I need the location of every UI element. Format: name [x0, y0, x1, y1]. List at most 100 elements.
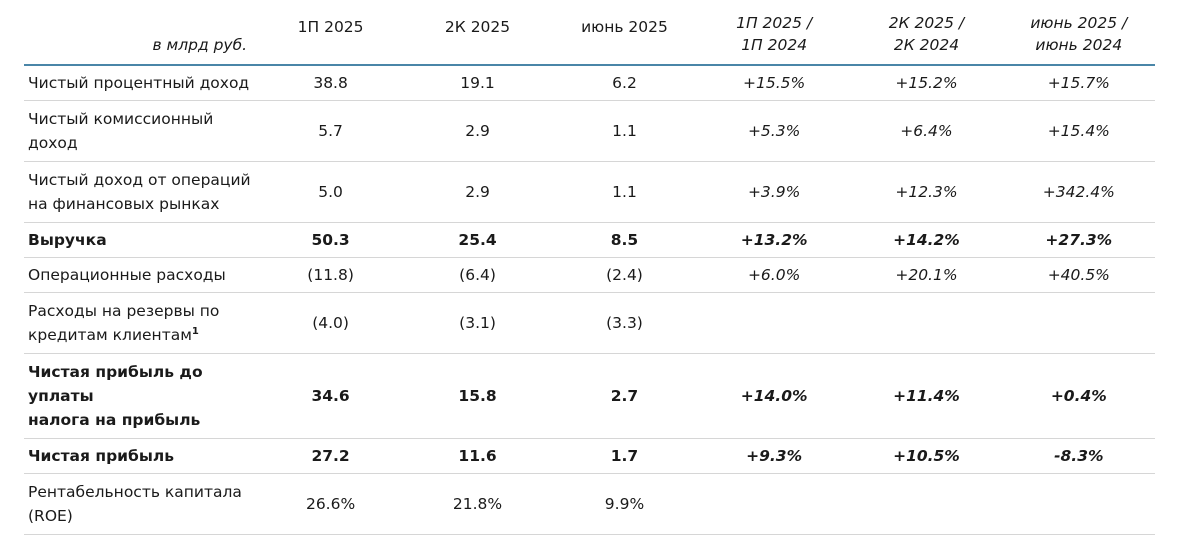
table-row: Расходы на резервы по кредитам клиентам1 … [24, 292, 1155, 354]
table-row-pretax-profit: Чистая прибыль до уплаты налога на прибыл… [24, 353, 1155, 439]
cell-change: +0.4% [1002, 353, 1155, 439]
cell-change [850, 473, 1003, 535]
financial-results-table: в млрд руб. 1П 2025 2К 2025 июнь 2025 1П… [24, 10, 1155, 535]
cell-value: 26.6% [257, 473, 405, 535]
row-label: Чистая прибыль [24, 438, 258, 474]
table-row-revenue: Выручка 50.3 25.4 8.5 +13.2% +14.2% +27.… [24, 222, 1155, 258]
cell-value: 5.0 [257, 161, 405, 223]
cell-change: +40.5% [1002, 257, 1155, 293]
cell-value: 2.7 [551, 353, 698, 439]
cell-value: (6.4) [404, 257, 552, 293]
row-label: Рентабельность капитала (ROE) [24, 473, 258, 535]
column-header-q2-change: 2К 2025 / 2К 2024 [850, 10, 1003, 66]
cell-change: -8.3% [1002, 438, 1155, 474]
cell-change: +6.4% [850, 100, 1003, 162]
cell-value: 38.8 [257, 65, 405, 101]
column-header-h1-change: 1П 2025 / 1П 2024 [697, 10, 851, 66]
column-header-line: июнь 2025 / [1030, 14, 1128, 32]
row-label-text: кредитам клиентам [28, 326, 192, 344]
row-label: Чистый комиссионный доход [24, 100, 258, 162]
row-label-text: доход [28, 134, 78, 152]
row-label-text: Чистая прибыль [28, 447, 175, 465]
row-label: Выручка [24, 222, 258, 258]
cell-value: 1.1 [551, 161, 698, 223]
cell-value: 2.9 [404, 100, 552, 162]
cell-change: +14.0% [697, 353, 851, 439]
row-label-text: на финансовых рынках [28, 195, 220, 213]
cell-change: +27.3% [1002, 222, 1155, 258]
cell-change: +15.4% [1002, 100, 1155, 162]
cell-change: +3.9% [697, 161, 851, 223]
row-label: Чистый доход от операций на финансовых ры… [24, 161, 258, 223]
cell-value: 50.3 [257, 222, 405, 258]
cell-value: 9.9% [551, 473, 698, 535]
cell-value: 34.6 [257, 353, 405, 439]
cell-change: +15.5% [697, 65, 851, 101]
column-header-june-change: июнь 2025 / июнь 2024 [1002, 10, 1155, 66]
column-header-line: 1П 2025 / [736, 14, 813, 32]
table-row: Чистый доход от операций на финансовых ры… [24, 161, 1155, 223]
cell-change: +10.5% [850, 438, 1003, 474]
row-label-text: (ROE) [28, 507, 73, 525]
column-header-line: 1П 2024 [741, 36, 808, 54]
cell-value: 2.9 [404, 161, 552, 223]
cell-value: 15.8 [404, 353, 552, 439]
cell-value: 21.8% [404, 473, 552, 535]
cell-change [1002, 473, 1155, 535]
cell-change: +15.7% [1002, 65, 1155, 101]
table-row-net-profit: Чистая прибыль 27.2 11.6 1.7 +9.3% +10.5… [24, 438, 1155, 474]
row-label: Чистый процентный доход [24, 65, 258, 101]
cell-change: +5.3% [697, 100, 851, 162]
cell-value: (11.8) [257, 257, 405, 293]
cell-change: +20.1% [850, 257, 1003, 293]
row-label: Расходы на резервы по кредитам клиентам1 [24, 292, 258, 354]
cell-value: (2.4) [551, 257, 698, 293]
row-label-text: Чистая прибыль до уплаты [28, 363, 203, 405]
cell-value: (3.3) [551, 292, 698, 354]
table-row: Операционные расходы (11.8) (6.4) (2.4) … [24, 257, 1155, 293]
column-header-line: июнь 2024 [1035, 36, 1123, 54]
cell-value: 6.2 [551, 65, 698, 101]
table-row: Рентабельность капитала (ROE) 26.6% 21.8%… [24, 473, 1155, 535]
column-header-line: 2К 2024 [893, 36, 960, 54]
cell-change: +11.4% [850, 353, 1003, 439]
row-label: Операционные расходы [24, 257, 258, 293]
cell-change: +9.3% [697, 438, 851, 474]
column-header-line: 2К 2025 / [888, 14, 965, 32]
cell-value: 25.4 [404, 222, 552, 258]
cell-value: 8.5 [551, 222, 698, 258]
row-label-text: Операционные расходы [28, 266, 226, 284]
cell-value: (4.0) [257, 292, 405, 354]
cell-value: 19.1 [404, 65, 552, 101]
cell-change [850, 292, 1003, 354]
cell-change: +13.2% [697, 222, 851, 258]
cell-change [697, 473, 851, 535]
cell-value: 1.1 [551, 100, 698, 162]
cell-change: +14.2% [850, 222, 1003, 258]
row-label-text: Выручка [28, 231, 107, 249]
row-label-text: Рентабельность капитала [28, 483, 242, 501]
row-label-text: Чистый процентный доход [28, 74, 250, 92]
cell-value: 11.6 [404, 438, 552, 474]
column-header-h1-2025: 1П 2025 [257, 10, 405, 66]
unit-label: в млрд руб. [24, 10, 258, 66]
cell-change: +342.4% [1002, 161, 1155, 223]
row-label-text: налога на прибыль [28, 411, 201, 429]
cell-value: 5.7 [257, 100, 405, 162]
cell-value: 1.7 [551, 438, 698, 474]
cell-change [1002, 292, 1155, 354]
financial-summary: в млрд руб. 1П 2025 2К 2025 июнь 2025 1П… [24, 10, 1155, 535]
table-row: Чистый процентный доход 38.8 19.1 6.2 +1… [24, 65, 1155, 101]
row-label-text: Чистый доход от операций [28, 171, 251, 189]
cell-change: +6.0% [697, 257, 851, 293]
column-header-june-2025: июнь 2025 [551, 10, 698, 66]
row-label-text: Чистый комиссионный [28, 110, 214, 128]
row-label: Чистая прибыль до уплаты налога на прибыл… [24, 353, 258, 439]
cell-value: 27.2 [257, 438, 405, 474]
cell-change: +12.3% [850, 161, 1003, 223]
cell-change: +15.2% [850, 65, 1003, 101]
column-header-q2-2025: 2К 2025 [404, 10, 552, 66]
table-header-row: в млрд руб. 1П 2025 2К 2025 июнь 2025 1П… [24, 10, 1155, 66]
cell-value: (3.1) [404, 292, 552, 354]
footnote-marker: 1 [191, 325, 199, 337]
